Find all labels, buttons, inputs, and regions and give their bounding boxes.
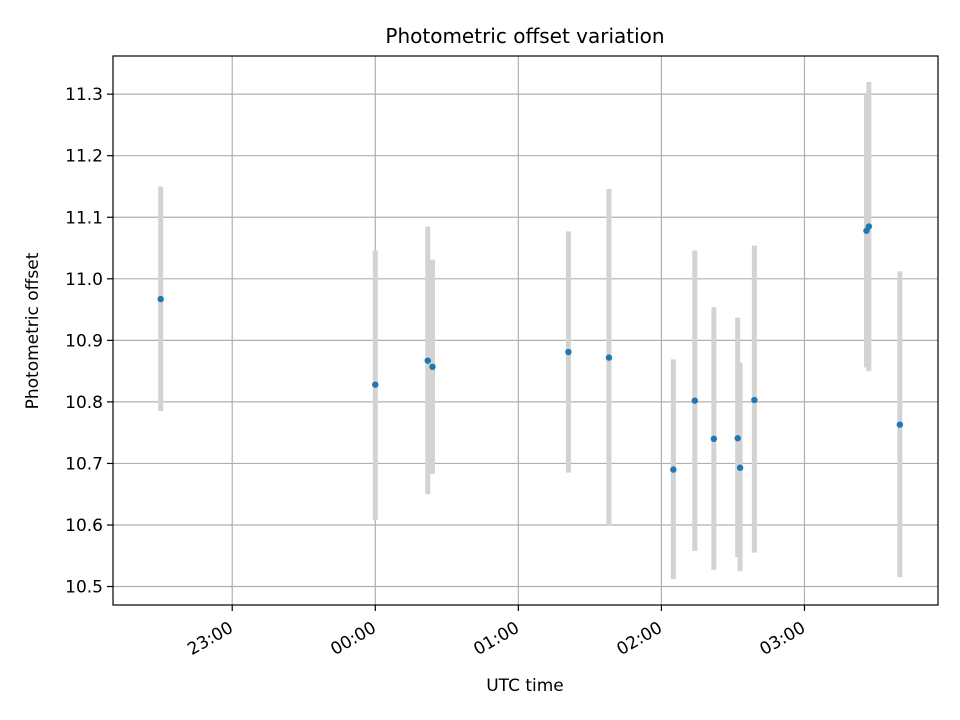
- data-points: [157, 223, 904, 473]
- y-tick-label: 11.3: [65, 85, 103, 105]
- data-point: [736, 464, 744, 471]
- data-point: [605, 354, 613, 361]
- data-point: [565, 348, 572, 356]
- grid-lines: [113, 56, 938, 605]
- chart-title: Photometric offset variation: [385, 24, 664, 48]
- y-tick-label: 11.2: [65, 147, 103, 167]
- data-point: [734, 435, 741, 442]
- data-point: [751, 396, 758, 404]
- data-point: [670, 466, 677, 473]
- data-point: [896, 421, 904, 428]
- y-tick-label: 11.0: [65, 270, 103, 290]
- y-axis-ticks: 10.5 10.6 10.7 10.8 10.9 11.0 11.1 11.2 11.3: [65, 85, 113, 598]
- data-point: [710, 435, 718, 443]
- y-tick-label: 10.6: [65, 516, 103, 536]
- plot-area: [113, 56, 938, 605]
- data-point: [865, 223, 873, 230]
- x-axis-title: UTC time: [486, 676, 564, 696]
- y-tick-label: 10.7: [65, 454, 103, 474]
- y-tick-label: 10.8: [65, 393, 103, 413]
- data-point: [424, 357, 431, 364]
- data-point: [429, 363, 436, 371]
- y-axis-title: Photometric offset: [23, 252, 43, 409]
- y-tick-label: 10.5: [65, 578, 103, 598]
- data-point: [691, 397, 698, 404]
- y-tick-label: 11.1: [65, 208, 103, 228]
- plot-frame: [112, 55, 939, 606]
- y-tick-label: 10.9: [65, 331, 103, 351]
- data-point: [372, 381, 379, 388]
- data-point: [157, 295, 164, 303]
